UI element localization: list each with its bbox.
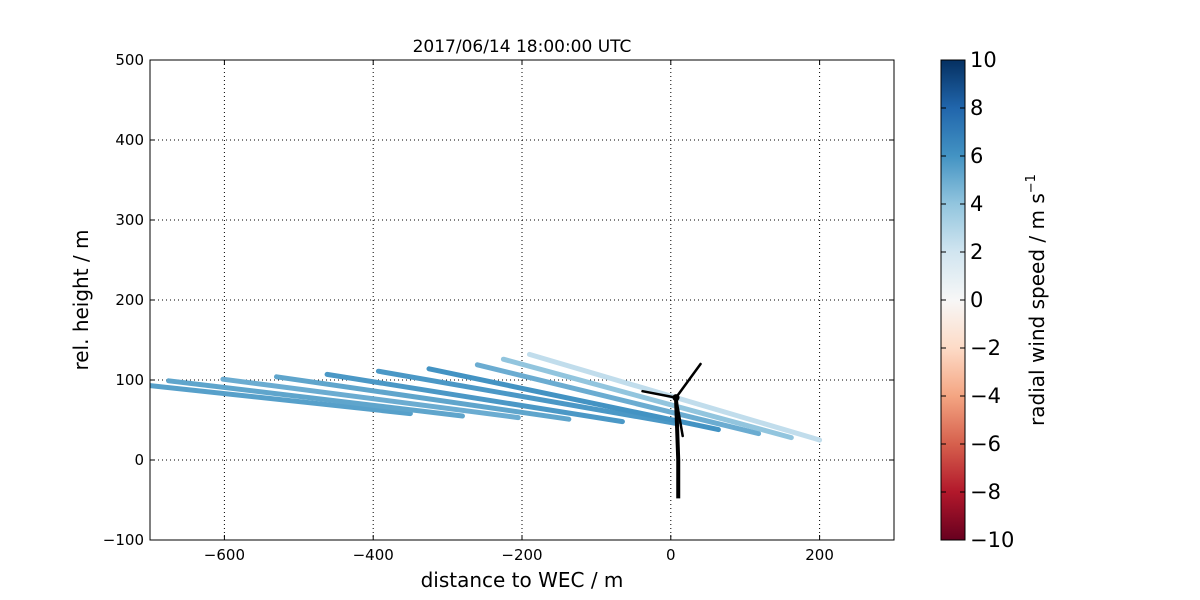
y-tick-label: 300 bbox=[115, 211, 144, 229]
colorbar-tick-label: 2 bbox=[970, 240, 983, 264]
x-tick-label: −200 bbox=[501, 546, 542, 564]
colorbar-tick-label: 8 bbox=[970, 96, 983, 120]
turbine-blade bbox=[674, 396, 684, 438]
colorbar-tick-label: −8 bbox=[970, 480, 1001, 504]
y-tick-label: 100 bbox=[115, 371, 144, 389]
colorbar-tick-label: 4 bbox=[970, 192, 983, 216]
colorbar-label-exponent: −1 bbox=[1024, 174, 1039, 193]
turbine-hub bbox=[672, 394, 680, 402]
colorbar-tick-label: 6 bbox=[970, 144, 983, 168]
scan-line bbox=[324, 371, 625, 425]
scan-line bbox=[273, 374, 572, 422]
colorbar-tick-label: −10 bbox=[970, 528, 1014, 552]
colorbar-tick-label: −6 bbox=[970, 432, 1001, 456]
turbine-blade bbox=[674, 362, 702, 399]
x-axis-label: distance to WEC / m bbox=[421, 568, 624, 592]
x-tick-label: −600 bbox=[204, 546, 245, 564]
colorbar-tick-label: −4 bbox=[970, 384, 1001, 408]
x-tick-label: −400 bbox=[353, 546, 394, 564]
colorbar-ticks: 10 8 6 4 2 0 −2 −4 −6 −8 −10 bbox=[941, 48, 1014, 552]
y-tick-label: 500 bbox=[115, 51, 144, 69]
colorbar-tick-label: 0 bbox=[970, 288, 983, 312]
series-layer bbox=[150, 351, 823, 443]
scan-line bbox=[474, 362, 762, 437]
x-tick-label: 200 bbox=[805, 546, 834, 564]
colorbar-tick-label: −2 bbox=[970, 336, 1001, 360]
x-axis-ticks: −600 −400 −200 0 200 bbox=[204, 60, 834, 564]
wind-turbine bbox=[641, 362, 702, 499]
scan-line bbox=[220, 376, 521, 421]
chart-title: 2017/06/14 18:00:00 UTC bbox=[413, 37, 632, 57]
turbine-blade bbox=[641, 389, 678, 399]
y-tick-label: 400 bbox=[115, 131, 144, 149]
y-tick-label: 0 bbox=[134, 451, 144, 469]
y-axis-ticks: −100 0 100 200 300 400 500 bbox=[103, 51, 894, 549]
scan-line bbox=[375, 368, 678, 426]
scan-line bbox=[166, 378, 465, 419]
scan-line bbox=[150, 383, 413, 417]
x-tick-label: 0 bbox=[666, 546, 676, 564]
colorbar-label-text: radial wind speed / m s bbox=[1025, 193, 1049, 426]
grid bbox=[150, 60, 894, 540]
y-tick-label: 200 bbox=[115, 291, 144, 309]
y-tick-label: −100 bbox=[103, 531, 144, 549]
turbine-tower bbox=[674, 397, 681, 499]
scan-line bbox=[500, 356, 794, 441]
y-axis-label: rel. height / m bbox=[69, 229, 93, 370]
colorbar-tick-label: 10 bbox=[970, 48, 997, 72]
scan-line bbox=[426, 366, 721, 433]
colorbar-label: radial wind speed / m s−1 bbox=[1024, 174, 1049, 426]
